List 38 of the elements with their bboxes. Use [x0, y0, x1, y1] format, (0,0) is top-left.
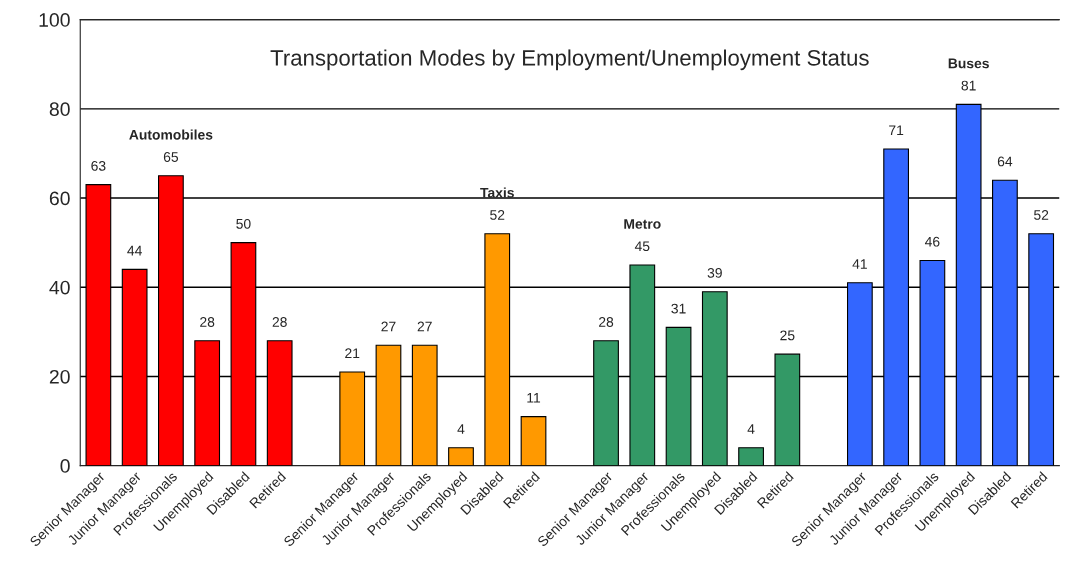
- data-label: 28: [272, 317, 287, 327]
- y-tick-label: 60: [49, 191, 70, 206]
- text: Buses: [948, 58, 989, 69]
- bar: [448, 447, 474, 466]
- data-label: 27: [381, 321, 396, 332]
- data-label: 63: [91, 160, 106, 171]
- data-label: 52: [490, 210, 505, 220]
- y-tick-label: 80: [49, 102, 70, 117]
- data-label: 50: [236, 218, 251, 229]
- data-label: 44: [127, 245, 142, 256]
- data-label: 81: [961, 80, 976, 91]
- bar: [738, 447, 764, 466]
- data-label: 31: [671, 303, 686, 314]
- bar: [520, 416, 547, 466]
- data-label: 71: [889, 125, 904, 135]
- y-tick-label: 40: [49, 280, 70, 295]
- text: Metro: [624, 219, 661, 229]
- data-label: 27: [417, 321, 432, 332]
- data-label: 25: [780, 330, 795, 341]
- data-label: 39: [707, 268, 722, 278]
- text: Transportation Modes by Employment/Unemployment Status: [270, 49, 869, 71]
- data-label: 65: [163, 152, 179, 162]
- data-label: 21: [345, 348, 360, 358]
- data-label: 28: [599, 317, 614, 327]
- y-tick-label: 100: [39, 13, 70, 27]
- data-label: 4: [747, 424, 755, 434]
- y-tick-label: 0: [60, 459, 70, 473]
- data-label: 46: [924, 236, 940, 247]
- data-label: 41: [852, 259, 867, 269]
- data-label: 4: [457, 424, 465, 434]
- data-label: 28: [200, 317, 215, 327]
- data-label: 11: [527, 393, 541, 403]
- data-label: 52: [1034, 210, 1049, 220]
- text: Taxis: [480, 187, 514, 198]
- text: Automobiles: [129, 129, 213, 140]
- data-label: 64: [997, 156, 1013, 167]
- y-tick-label: 20: [49, 369, 70, 384]
- data-label: 45: [634, 241, 650, 252]
